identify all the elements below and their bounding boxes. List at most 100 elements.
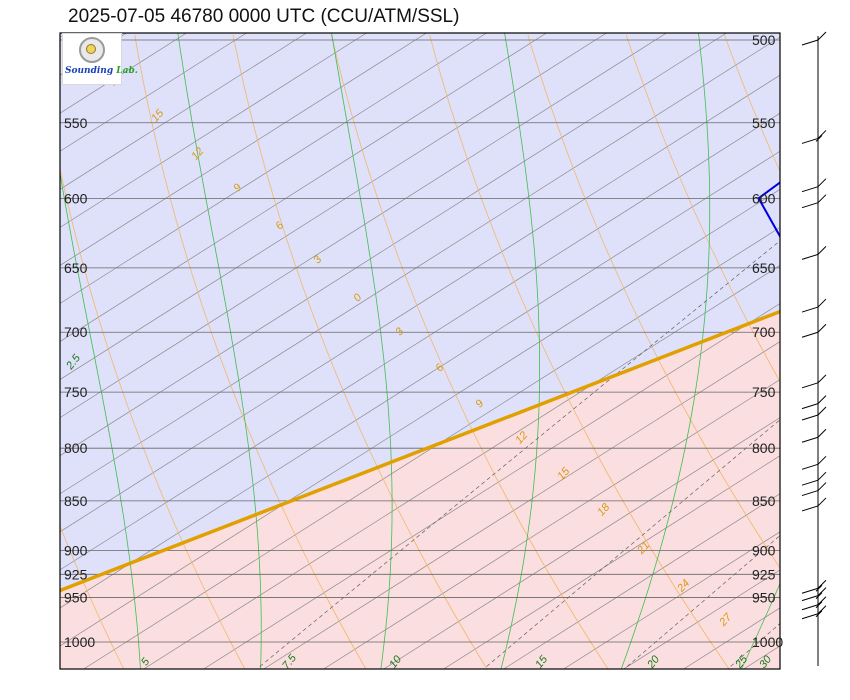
moist-adiabat-line	[0, 29, 21, 671]
dry-adiabat-line	[625, 34, 780, 383]
profile-layer	[757, 181, 780, 239]
moist-adiabat-line	[620, 33, 711, 669]
lab-logo: Sounding Lab.	[62, 33, 138, 85]
isotherm-line	[60, 33, 667, 419]
wind-barbs	[801, 31, 827, 666]
pressure-label-left: 750	[64, 384, 88, 400]
parcel-path-line	[60, 309, 780, 593]
height-label: 3161	[19, 0, 48, 3]
wind-barb	[801, 406, 827, 421]
wind-barb	[801, 482, 827, 497]
height-label: 5910	[19, 0, 48, 3]
wind-barb	[801, 428, 827, 443]
pressure-label-left: 925	[64, 566, 88, 582]
dry-adiabat-line	[527, 34, 780, 569]
isotherm-line	[60, 33, 247, 152]
dry-adiabat-line	[0, 35, 4, 671]
isotherm-line	[60, 74, 780, 533]
wind-barb	[801, 497, 827, 512]
pressure-label-left: 600	[64, 190, 88, 206]
isotherm-line	[60, 33, 727, 457]
pressure-label-right: 900	[752, 542, 776, 558]
pressure-label-left: 900	[64, 542, 88, 558]
pressure-label-right: 500	[752, 32, 776, 48]
plot-frame	[59, 32, 781, 670]
stable-region	[60, 33, 780, 669]
isotherm-line	[263, 341, 780, 669]
parcel-layer	[60, 309, 780, 593]
dry-adiabat-line	[724, 34, 780, 173]
dry-adiabat-line	[60, 166, 246, 669]
isotherm-line	[323, 379, 780, 669]
isotherm-line	[60, 33, 367, 228]
wind-barb	[801, 31, 827, 46]
isotherm-line	[83, 226, 780, 669]
chart-title: 2025-07-05 46780 0000 UTC (CCU/ATM/SSL)	[68, 6, 460, 27]
height-label: 1507	[19, 0, 48, 3]
pressure-label-right: 550	[752, 115, 776, 131]
moist-adiabat-line	[331, 33, 393, 669]
isotherm-line	[804, 33, 850, 669]
pressure-label-left: 550	[64, 115, 88, 131]
mixing-ratio-line	[483, 419, 780, 669]
moist-adiabat-line	[500, 33, 540, 669]
wind-barb	[801, 471, 827, 486]
wind-barb	[801, 323, 827, 338]
wind-barb	[801, 374, 827, 389]
wind-barb	[801, 587, 827, 602]
isotherm-line	[60, 33, 307, 190]
isotherm-line	[60, 188, 780, 647]
isotherm-line	[60, 112, 780, 571]
height-label: 773	[26, 0, 48, 3]
pressure-label-right: 750	[752, 384, 776, 400]
dry-adiabat-line	[823, 35, 850, 671]
wind-barb	[801, 596, 827, 611]
isotherm-line	[60, 33, 547, 342]
isotherm-line	[60, 33, 607, 381]
stability-background	[60, 33, 780, 669]
pressure-label-right: 600	[752, 190, 776, 206]
isotherm-line	[60, 33, 427, 266]
wind-barb	[801, 605, 827, 620]
dry-adiabat-line	[232, 34, 488, 669]
pressure-label-left: 850	[64, 493, 88, 509]
seal-icon	[79, 37, 105, 63]
dry-adiabat-line	[60, 525, 125, 669]
isotherm-line	[443, 455, 780, 669]
pressure-label-left: 950	[64, 589, 88, 605]
isotherm-line	[60, 33, 67, 38]
pressure-label-left: 700	[64, 324, 88, 340]
isotherm-line	[383, 417, 780, 669]
isotherm-line	[60, 33, 487, 304]
mixing-ratio-line	[256, 240, 780, 669]
isotherm-line	[563, 531, 780, 669]
pressure-label-left: 1000	[64, 634, 95, 650]
pressure-label-right: 800	[752, 440, 776, 456]
pressure-label-left: 800	[64, 440, 88, 456]
pressure-label-right: 850	[752, 493, 776, 509]
dry-adiabat-line	[429, 34, 730, 669]
wind-barb	[801, 298, 827, 313]
wind-barb	[801, 130, 827, 144]
dry-adiabat-line	[134, 34, 367, 669]
wind-barb	[801, 194, 827, 209]
pressure-label-right: 1000	[752, 634, 783, 650]
dewpoint-profile-line	[757, 181, 780, 239]
pressure-label-right: 650	[752, 260, 776, 276]
wind-barb	[801, 395, 827, 410]
wind-barb	[801, 455, 827, 470]
isotherm-line	[60, 36, 780, 495]
isotherm-line	[503, 493, 780, 669]
wind-barb	[801, 178, 827, 193]
isotherm-line	[0, 33, 6, 669]
isotherm-line	[203, 303, 780, 669]
wind-barb	[801, 579, 827, 594]
pressure-label-right: 950	[752, 589, 776, 605]
pressure-label-right: 700	[752, 324, 776, 340]
pressure-label-left: 650	[64, 260, 88, 276]
pressure-label-right: 925	[752, 566, 776, 582]
wind-barb	[801, 246, 827, 260]
dry-adiabat-line	[331, 34, 609, 669]
moist-adiabat-line	[177, 33, 262, 669]
